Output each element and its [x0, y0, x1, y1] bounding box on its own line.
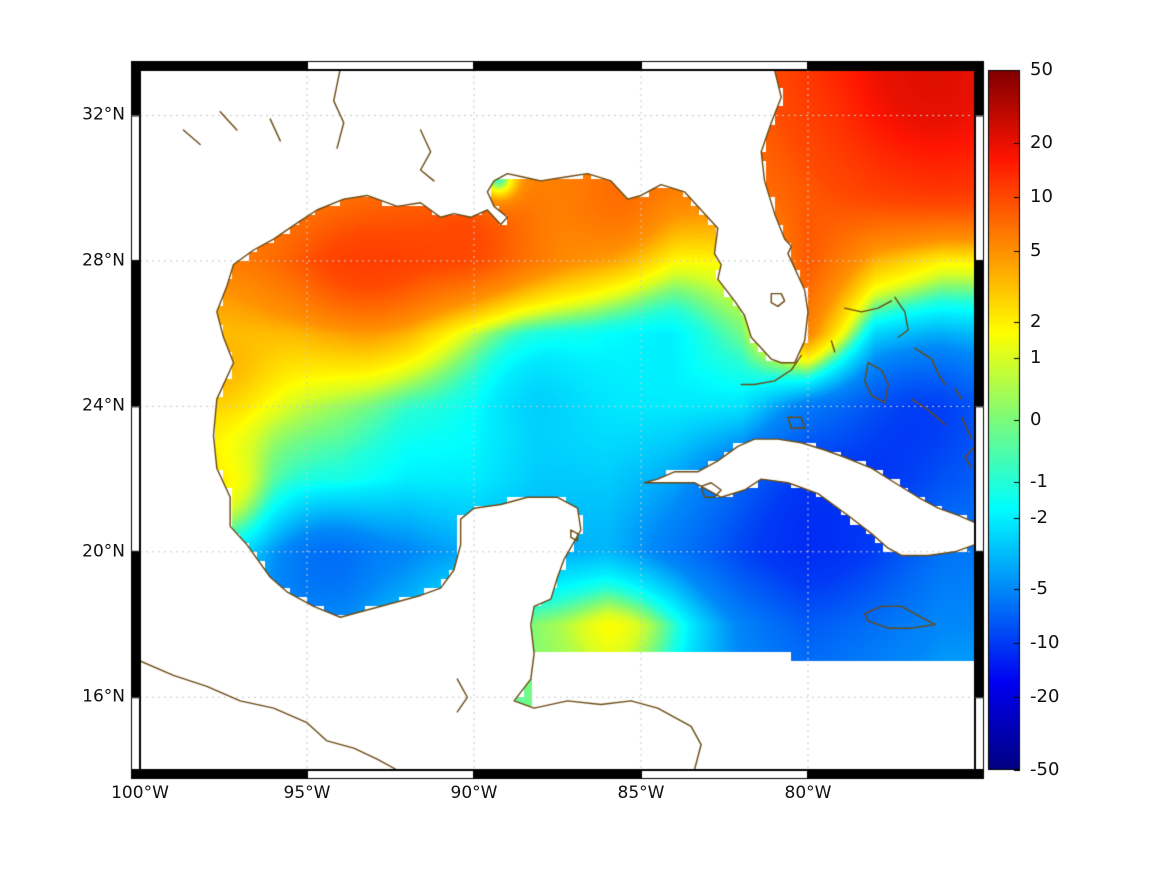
lon-tick-label: 90°W	[450, 783, 498, 803]
colorbar-tick-label: 10	[1030, 186, 1053, 208]
lon-tick-label: 85°W	[617, 783, 665, 803]
lat-tick-label: 32°N	[82, 104, 125, 125]
colorbar-tick-label: -50	[1030, 759, 1060, 780]
lat-tick-label: 24°N	[82, 395, 125, 416]
colorbar-tick-label: 5	[1030, 240, 1042, 262]
lat-tick-label: 16°N	[82, 686, 125, 707]
colorbar-tick-label: 1	[1030, 346, 1042, 368]
lon-tick-label: 100°W	[111, 783, 169, 803]
lon-tick-label: 80°W	[784, 783, 832, 803]
colorbar-tick-label: -5	[1030, 577, 1048, 599]
lon-tick-label: 95°W	[283, 783, 331, 803]
lat-tick-label: 20°N	[82, 541, 125, 562]
colorbar-tick-label: 50	[1030, 59, 1053, 80]
colorbar-tick-label: -2	[1030, 507, 1048, 528]
colorbar-tick-label: 20	[1030, 131, 1053, 153]
colorbar-tick-label: -10	[1030, 631, 1060, 653]
lat-tick-label: 28°N	[82, 250, 125, 271]
colorbar-tick-label: -20	[1030, 686, 1060, 708]
colorbar-tick-label: 0	[1030, 409, 1042, 430]
colorbar-tick-label: 2	[1030, 311, 1042, 332]
colorbar-tick-label: -1	[1030, 471, 1048, 493]
